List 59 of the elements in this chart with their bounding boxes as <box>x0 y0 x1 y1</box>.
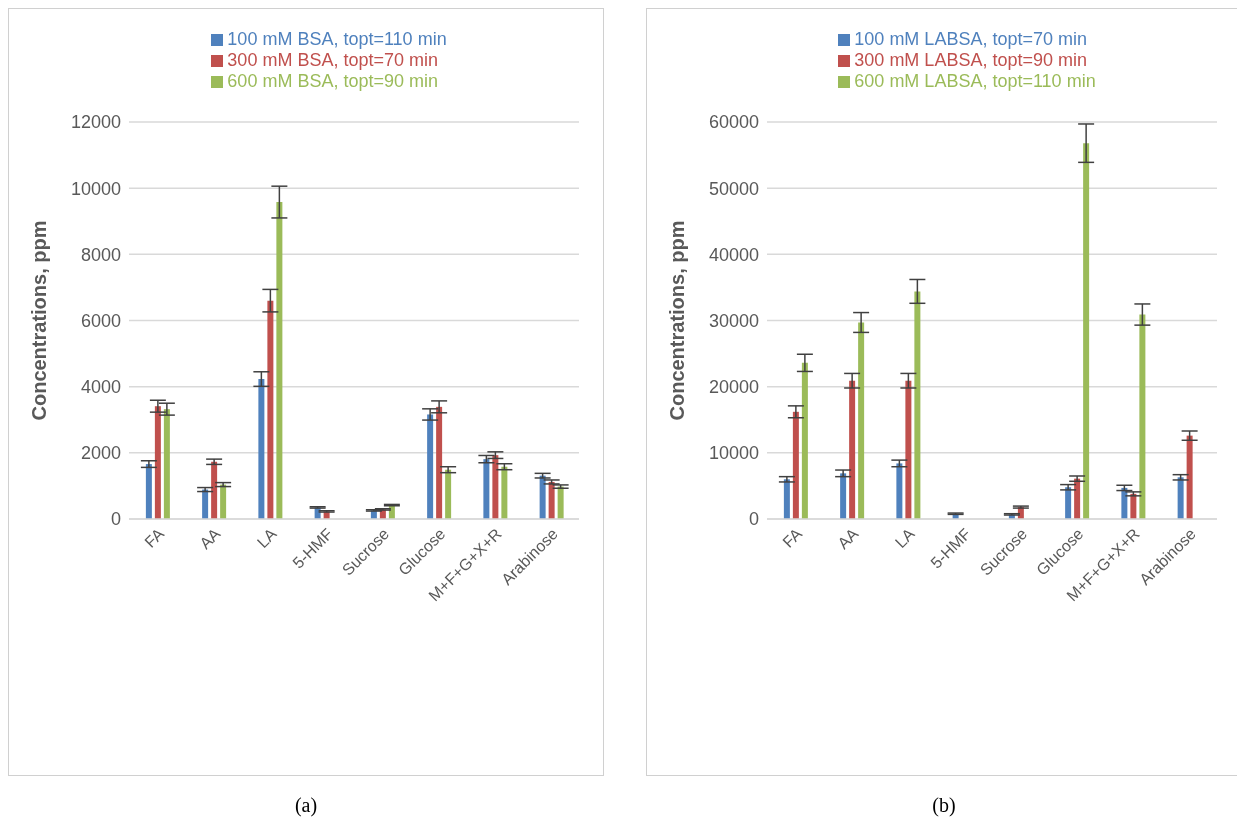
y-tick-label: 8000 <box>80 244 121 265</box>
bar <box>436 406 443 519</box>
bar <box>145 464 152 519</box>
bar <box>492 455 499 519</box>
bar <box>896 463 903 519</box>
y-tick-label: 50000 <box>708 178 759 199</box>
bar <box>163 409 170 519</box>
bar <box>792 411 799 519</box>
bar <box>1177 477 1184 519</box>
bar <box>1186 435 1193 519</box>
bar <box>154 406 161 519</box>
bar <box>1083 143 1090 519</box>
bar <box>858 322 865 519</box>
bar <box>258 379 265 519</box>
y-tick-label: 2000 <box>80 443 121 464</box>
bar <box>220 484 227 519</box>
legend-label: 300 mM BSA, topt=70 min <box>227 50 438 70</box>
bar <box>445 469 452 519</box>
bar <box>276 202 283 519</box>
y-tick-label: 0 <box>110 509 121 530</box>
y-tick-label: 4000 <box>80 377 121 398</box>
x-tick-label: FA <box>779 524 806 551</box>
y-tick-label: 12000 <box>70 112 121 133</box>
y-tick-label: 20000 <box>708 377 759 398</box>
bar <box>483 459 490 519</box>
bar <box>840 473 847 519</box>
legend-label: 300 mM LABSA, topt=90 min <box>854 50 1087 70</box>
y-tick-label: 10000 <box>708 443 759 464</box>
text: (a) <box>293 794 319 817</box>
bar <box>211 461 218 519</box>
bar <box>1139 314 1146 519</box>
legend-label: 100 mM BSA, topt=110 min <box>227 29 447 49</box>
x-tick-label: LA <box>891 524 919 551</box>
bar <box>202 489 209 519</box>
bar <box>783 479 790 519</box>
y-axis-title: Concentrations, ppm <box>666 220 689 421</box>
bar <box>1074 478 1081 519</box>
legend-label: 100 mM LABSA, topt=70 min <box>854 29 1087 49</box>
y-axis-title: Concentrations, ppm <box>28 220 51 421</box>
bar <box>914 291 921 519</box>
x-tick-label: AA <box>196 524 224 553</box>
x-tick-label: FA <box>141 524 168 551</box>
x-tick-label: AA <box>834 524 862 553</box>
y-tick-label: 30000 <box>708 310 759 331</box>
text: (b) <box>931 794 957 817</box>
bar <box>501 466 508 519</box>
y-tick-label: 40000 <box>708 244 759 265</box>
bar <box>801 362 808 519</box>
x-tick-label: LA <box>253 524 281 551</box>
legend-label: 600 mM BSA, topt=90 min <box>227 71 438 91</box>
bar <box>849 380 856 519</box>
legend-label: 600 mM LABSA, topt=110 min <box>854 71 1096 91</box>
y-tick-label: 10000 <box>70 178 121 199</box>
y-tick-label: 60000 <box>708 112 759 133</box>
bar <box>267 300 274 519</box>
bar <box>905 380 912 519</box>
y-tick-label: 6000 <box>80 310 121 331</box>
y-tick-label: 0 <box>748 509 759 530</box>
bar <box>427 414 434 519</box>
